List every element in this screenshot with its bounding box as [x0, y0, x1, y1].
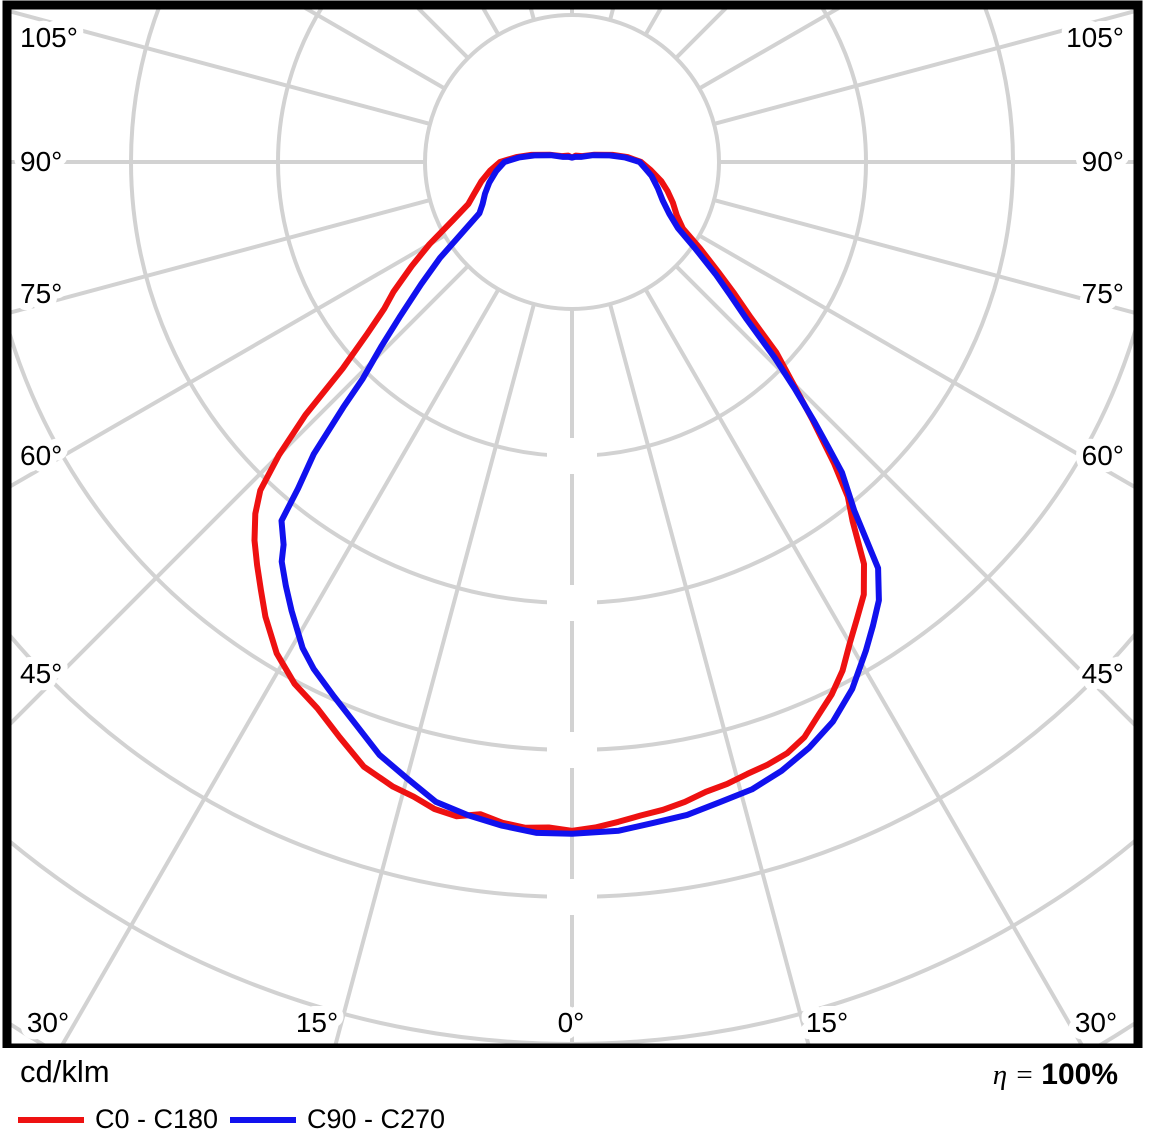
angle-label-right: 75°: [1082, 278, 1124, 309]
radial-grid-line: [58, 288, 501, 1048]
plot-area: 105° 105° 90° 90° 75° 75° 60° 60° 45° 45° 30° 15° 0°…: [7, 5, 1138, 1048]
angle-label-left: 60°: [20, 440, 62, 471]
legend: C0 - C180 C90 - C270: [0, 1104, 1164, 1138]
angle-label-bottom: 30°: [1075, 1007, 1117, 1038]
radial-grid-line: [7, 264, 470, 730]
legend-label: C90 - C270: [307, 1104, 446, 1134]
legend-swatch-blue: [230, 1116, 296, 1123]
angle-label-right: 105°: [1066, 22, 1124, 53]
radial-grid-line: [7, 198, 431, 316]
angle-label-right: 45°: [1082, 658, 1124, 689]
efficiency-value: 100%: [1041, 1058, 1118, 1091]
angle-label-left: 105°: [20, 22, 78, 53]
radial-grid-line: [7, 233, 446, 491]
radial-grid-line: [643, 288, 1086, 1048]
radial-grid-line: [332, 303, 536, 1048]
legend-item-c90-c270: C90 - C270: [230, 1104, 445, 1135]
legend-label: C0 - C180: [95, 1104, 219, 1134]
angle-label-bottom: 15°: [296, 1007, 338, 1038]
curve-c0-c180: [251, 151, 867, 834]
radial-grid-line: [7, 8, 431, 126]
angle-label-bottom: 30°: [27, 1007, 69, 1038]
chart-footer: cd/klm η = 100% C0 - C180 C90 - C270: [0, 1048, 1164, 1140]
ring-value-box: [547, 438, 597, 474]
efficiency-label: η = 100%: [993, 1058, 1118, 1092]
radial-grid-line: [608, 303, 812, 1048]
eta-symbol: η: [992, 1059, 1008, 1091]
plot-border: [2, 0, 1143, 1048]
legend-swatch-red: [18, 1116, 84, 1123]
grid-ring: [7, 5, 1138, 752]
angle-label-left: 90°: [20, 146, 62, 177]
radial-grid-line: [713, 198, 1138, 316]
ring-value-box: [547, 585, 597, 621]
angle-label-bottom: 15°: [806, 1007, 848, 1038]
ring-value-box: [547, 879, 597, 915]
radial-grid-line: [713, 8, 1138, 126]
legend-item-c0-c180: C0 - C180: [18, 1104, 218, 1135]
angle-label-right: 60°: [1082, 440, 1124, 471]
radial-grid-line: [674, 264, 1138, 731]
radial-grid-line: [698, 233, 1138, 492]
ring-value-box: [547, 732, 597, 768]
eta-equals: =: [1007, 1059, 1042, 1091]
angle-label-bottom: 0°: [558, 1007, 585, 1038]
angle-label-right: 90°: [1082, 146, 1124, 177]
grid-ring: [423, 13, 721, 311]
polar-chart: 105° 105° 90° 90° 75° 75° 60° 60° 45° 45° 30° 15° 0°…: [2, 0, 1143, 1048]
curve-c90-c270: [278, 152, 882, 837]
angle-label-left: 75°: [20, 278, 62, 309]
angle-label-left: 45°: [20, 658, 62, 689]
radial-unit-label: cd/klm: [20, 1054, 110, 1089]
